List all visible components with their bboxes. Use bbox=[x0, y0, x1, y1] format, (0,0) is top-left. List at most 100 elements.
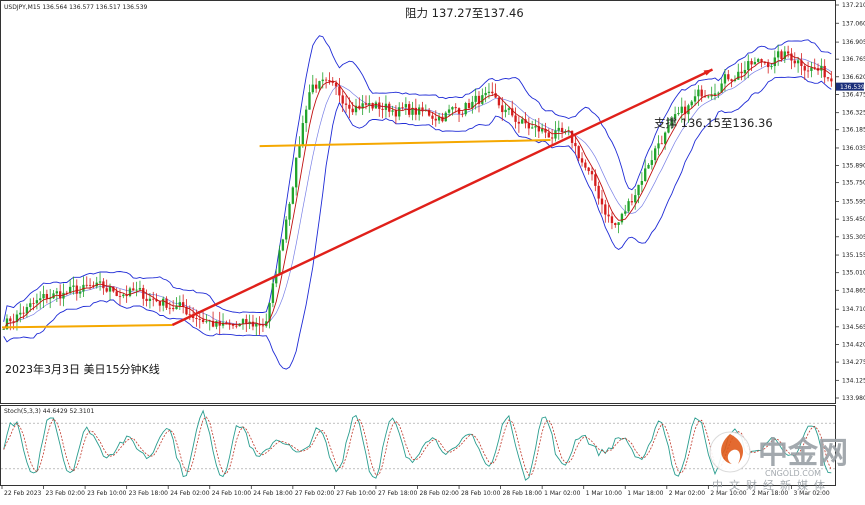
candle-body bbox=[298, 144, 301, 158]
candle-body bbox=[560, 127, 564, 133]
candle-body bbox=[624, 211, 627, 214]
candle-body bbox=[225, 322, 228, 325]
candle-body bbox=[241, 319, 245, 324]
candle-body bbox=[660, 143, 663, 145]
trend-arrow-head bbox=[703, 69, 713, 76]
candle-body bbox=[142, 288, 145, 299]
candle-body bbox=[786, 51, 790, 54]
candle-body bbox=[800, 60, 803, 66]
price-tick-label: 133.980 bbox=[842, 395, 865, 402]
candle-body bbox=[278, 250, 281, 275]
candle-body bbox=[767, 62, 770, 68]
candlesticks bbox=[2, 44, 833, 336]
price-tick-label: 135.595 bbox=[842, 199, 865, 206]
candle-body bbox=[826, 77, 830, 79]
resistance-annotation: 阻力 137.27至137.46 bbox=[405, 6, 524, 20]
time-tick-label: 3 Mar 02:00 bbox=[793, 490, 829, 497]
candle-body bbox=[567, 130, 570, 132]
candle-body bbox=[12, 321, 15, 323]
candle-body bbox=[215, 321, 218, 327]
price-tick-label: 135.890 bbox=[842, 163, 865, 170]
candle-body bbox=[494, 93, 497, 98]
flame-icon bbox=[721, 434, 744, 464]
candle-body bbox=[98, 281, 102, 283]
candle-body bbox=[670, 118, 673, 126]
oscillator-label: Stoch(5,3,3) 44.6429 52.3101 bbox=[4, 408, 95, 415]
candle-body bbox=[554, 130, 557, 139]
candle-body bbox=[491, 91, 494, 94]
candle-body bbox=[723, 74, 727, 84]
time-tick-label: 1 Mar 10:00 bbox=[586, 490, 622, 497]
candle-body bbox=[285, 219, 288, 240]
candle-body bbox=[504, 109, 507, 113]
time-axis: 22 Feb 2023 23 Feb 02:00 23 Feb 10:00 23 Fe… bbox=[1, 486, 830, 497]
price-tick-label: 135.155 bbox=[842, 252, 865, 259]
time-tick-label: 28 Feb 02:00 bbox=[420, 490, 460, 497]
candle-body bbox=[261, 325, 265, 327]
candle-body bbox=[374, 102, 378, 109]
candle-body bbox=[128, 288, 132, 297]
candle-body bbox=[45, 294, 49, 299]
candle-body bbox=[730, 79, 733, 81]
candle-body bbox=[304, 109, 308, 124]
price-tick-label: 136.765 bbox=[842, 56, 865, 63]
candle-body bbox=[427, 110, 431, 116]
candle-body bbox=[175, 305, 178, 310]
candle-body bbox=[650, 160, 654, 165]
price-tick-label: 135.450 bbox=[842, 216, 865, 223]
candle-body bbox=[733, 79, 737, 81]
price-tick-label: 134.275 bbox=[842, 359, 865, 366]
candle-body bbox=[331, 81, 334, 83]
candle-body bbox=[291, 187, 295, 204]
candle-body bbox=[341, 95, 344, 104]
candle-body bbox=[2, 329, 5, 330]
candle-body bbox=[796, 60, 800, 64]
candle-body bbox=[717, 92, 720, 94]
candle-body bbox=[627, 201, 630, 212]
candle-body bbox=[25, 307, 29, 314]
candle-body bbox=[753, 61, 757, 65]
candle-body bbox=[408, 104, 411, 115]
candle-body bbox=[461, 113, 464, 115]
left-support-line bbox=[1, 323, 173, 329]
candle-body bbox=[172, 308, 175, 310]
watermark-slogan: 中文财经新媒体 bbox=[712, 478, 831, 492]
watermark-domain: CNGOLD.COM bbox=[765, 469, 821, 478]
candle-body bbox=[534, 126, 537, 128]
candle-body bbox=[657, 143, 660, 149]
price-tick-label: 135.010 bbox=[842, 270, 865, 277]
candle-body bbox=[454, 107, 457, 109]
candle-body bbox=[677, 112, 680, 115]
candle-body bbox=[158, 301, 162, 306]
candle-body bbox=[42, 294, 45, 299]
candle-body bbox=[75, 285, 78, 294]
candle-body bbox=[600, 198, 604, 205]
candle-body bbox=[747, 61, 750, 70]
candle-body bbox=[314, 84, 318, 89]
candle-body bbox=[59, 291, 62, 299]
candle-body bbox=[740, 71, 743, 74]
candle-body bbox=[531, 127, 534, 129]
candle-body bbox=[268, 302, 271, 322]
candle-body bbox=[364, 103, 368, 105]
candle-body bbox=[321, 79, 324, 82]
candle-body bbox=[185, 306, 188, 315]
candle-body bbox=[451, 107, 454, 110]
candle-body bbox=[607, 214, 610, 217]
candle-body bbox=[437, 116, 441, 121]
candle-body bbox=[421, 107, 424, 111]
candle-body bbox=[540, 128, 544, 132]
candle-body bbox=[487, 91, 491, 93]
candle-body bbox=[444, 112, 447, 122]
candle-body bbox=[637, 184, 640, 196]
candle-body bbox=[547, 132, 550, 138]
candle-body bbox=[398, 107, 401, 117]
candle-body bbox=[471, 101, 474, 109]
candle-body bbox=[35, 300, 39, 304]
candle-body bbox=[654, 148, 657, 161]
candle-body bbox=[783, 51, 786, 60]
candle-body bbox=[806, 70, 810, 72]
candle-body bbox=[211, 320, 215, 327]
time-tick-label: 24 Feb 02:00 bbox=[170, 490, 210, 497]
